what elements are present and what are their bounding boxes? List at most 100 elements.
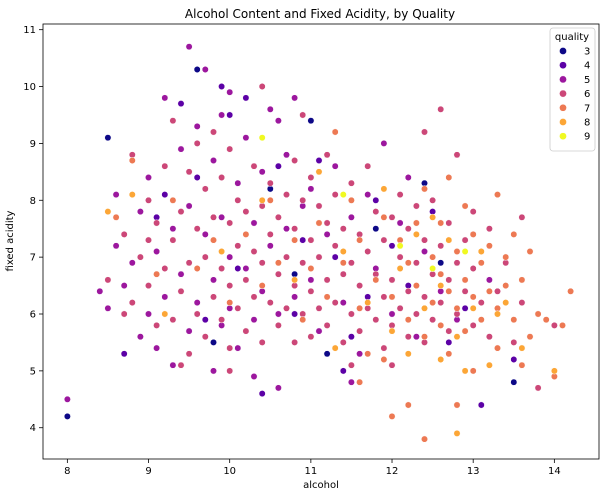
y-axis-label: fixed acidity (5, 210, 16, 271)
point-quality-6 (469, 208, 477, 216)
x-tick-label: 14 (548, 466, 561, 477)
point-quality-6 (274, 213, 282, 221)
point-quality-6 (364, 162, 372, 170)
point-quality-8 (445, 236, 453, 244)
point-quality-8 (339, 248, 347, 255)
point-quality-7 (291, 236, 299, 244)
point-quality-7 (356, 236, 364, 244)
point-quality-6 (234, 304, 242, 312)
point-quality-7 (331, 128, 339, 136)
point-quality-4 (347, 333, 355, 341)
point-quality-9 (396, 242, 404, 250)
point-quality-5 (226, 253, 234, 261)
point-quality-5 (258, 168, 266, 176)
point-quality-6 (299, 196, 307, 204)
point-quality-8 (258, 196, 266, 204)
point-quality-7 (307, 265, 315, 272)
point-quality-8 (104, 208, 112, 216)
point-quality-7 (526, 248, 534, 255)
point-quality-6 (242, 276, 250, 284)
point-quality-6 (315, 253, 323, 261)
point-quality-7 (396, 236, 404, 244)
x-tick-label: 10 (223, 466, 236, 477)
point-quality-8 (388, 327, 396, 335)
legend-label-4: 4 (584, 61, 590, 72)
legend-marker-6 (559, 89, 567, 98)
point-quality-5 (145, 174, 152, 181)
point-quality-8 (453, 429, 461, 437)
point-quality-8 (412, 230, 420, 238)
point-quality-6 (412, 259, 420, 267)
point-quality-6 (445, 276, 453, 284)
point-quality-7 (242, 230, 250, 238)
point-quality-6 (347, 259, 355, 267)
point-quality-6 (226, 282, 234, 290)
point-quality-5 (226, 304, 234, 312)
point-quality-6 (242, 208, 250, 216)
point-quality-6 (372, 270, 380, 278)
point-quality-6 (518, 299, 526, 307)
point-quality-6 (453, 259, 461, 267)
point-quality-6 (177, 287, 185, 295)
point-quality-5 (339, 299, 347, 307)
point-quality-4 (258, 390, 266, 398)
point-quality-9 (258, 134, 266, 142)
point-quality-4 (161, 191, 169, 199)
point-quality-7 (485, 242, 493, 250)
point-quality-7 (518, 361, 526, 369)
point-quality-6 (339, 225, 347, 233)
point-quality-6 (356, 230, 364, 238)
point-quality-5 (136, 333, 144, 341)
point-quality-4 (388, 242, 396, 250)
point-quality-7 (502, 253, 510, 261)
y-tick-label: 6 (30, 310, 36, 321)
point-quality-4 (315, 157, 323, 164)
point-quality-5 (218, 213, 226, 221)
point-quality-5 (185, 43, 193, 51)
point-quality-7 (445, 174, 453, 181)
point-quality-7 (153, 270, 161, 278)
point-quality-6 (283, 304, 290, 312)
y-tick-label: 11 (23, 25, 36, 36)
point-quality-6 (266, 299, 274, 307)
point-quality-5 (307, 276, 315, 284)
legend-marker-5 (559, 75, 567, 84)
legend-label-8: 8 (584, 118, 590, 129)
point-quality-3 (372, 225, 380, 233)
point-quality-7 (412, 282, 420, 290)
y-tick-label: 8 (30, 196, 36, 207)
point-quality-6 (234, 242, 242, 250)
point-quality-5 (210, 157, 217, 164)
point-quality-6 (356, 327, 364, 335)
point-quality-6 (469, 321, 477, 329)
legend-label-3: 3 (584, 47, 590, 58)
y-tick-label: 9 (30, 139, 36, 150)
point-quality-6 (258, 83, 266, 90)
point-quality-7 (477, 316, 485, 324)
point-quality-8 (494, 310, 501, 318)
point-quality-6 (193, 310, 201, 318)
point-quality-6 (307, 287, 315, 295)
point-quality-7 (453, 304, 461, 312)
point-quality-6 (291, 282, 299, 290)
point-quality-5 (234, 179, 242, 187)
point-quality-7 (567, 287, 575, 295)
point-quality-6 (421, 338, 428, 346)
x-tick-label: 11 (304, 466, 317, 477)
point-quality-6 (388, 276, 396, 284)
point-quality-8 (380, 185, 388, 193)
point-quality-5 (177, 145, 185, 153)
point-quality-7 (526, 333, 534, 341)
point-quality-5 (242, 134, 250, 142)
point-quality-7 (299, 316, 307, 324)
point-quality-8 (485, 361, 493, 369)
point-quality-6 (380, 236, 388, 244)
point-quality-7 (510, 316, 518, 324)
point-quality-6 (461, 236, 469, 244)
point-quality-6 (347, 361, 355, 369)
point-quality-7 (461, 276, 469, 284)
point-quality-5 (185, 327, 193, 335)
point-quality-6 (396, 191, 404, 199)
point-quality-5 (210, 276, 217, 284)
point-quality-6 (266, 179, 274, 187)
